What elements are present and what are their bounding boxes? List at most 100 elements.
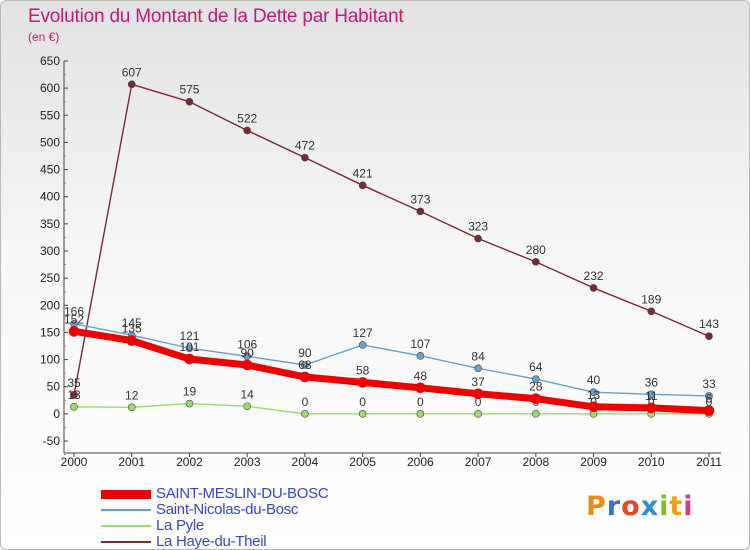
data-point — [532, 410, 540, 418]
legend-swatch — [101, 509, 151, 511]
data-label: 522 — [237, 111, 257, 125]
x-tick-label: 2006 — [407, 455, 434, 469]
data-point — [530, 393, 542, 404]
data-point — [472, 388, 484, 400]
y-tick-label: 300 — [40, 244, 60, 258]
data-label: 472 — [295, 139, 315, 153]
data-point — [299, 371, 311, 383]
legend-item: La Pyle — [101, 517, 361, 534]
x-tick-label: 2007 — [465, 455, 492, 469]
proxiti-logo: Proxiti — [586, 491, 694, 522]
data-point — [127, 80, 136, 89]
data-label: 575 — [179, 83, 199, 97]
x-tick-label: 2009 — [580, 455, 607, 469]
data-point — [68, 326, 80, 337]
data-point — [70, 391, 78, 399]
data-label: 145 — [122, 316, 142, 330]
data-point — [357, 377, 368, 388]
data-label: 68 — [298, 358, 312, 372]
data-point — [589, 388, 598, 396]
data-point — [127, 403, 136, 412]
data-label: 135 — [122, 322, 142, 336]
data-label: 35 — [67, 376, 81, 390]
data-label: 13 — [67, 388, 81, 402]
data-point — [588, 401, 599, 413]
data-label: 323 — [468, 220, 488, 234]
y-tick-label: 550 — [40, 108, 60, 122]
data-label: 280 — [526, 243, 546, 257]
data-point — [705, 332, 713, 341]
x-tick-label: 2010 — [638, 455, 665, 469]
data-label: 0 — [475, 395, 482, 409]
legend-label: La Haye-du-Theil — [156, 533, 267, 550]
data-point — [126, 335, 138, 346]
logo-letter: x — [640, 491, 660, 522]
data-label: 0 — [359, 395, 366, 409]
data-point — [241, 359, 253, 371]
data-point — [301, 410, 309, 418]
data-point — [70, 402, 78, 411]
x-tick-label: 2011 — [696, 455, 722, 469]
y-tick-label: -50 — [43, 434, 61, 448]
y-tick-label: 450 — [40, 163, 60, 177]
data-label: 19 — [183, 385, 197, 399]
data-label: 0 — [706, 395, 713, 409]
legend-label: La Pyle — [156, 517, 204, 534]
data-point — [243, 126, 251, 135]
data-point — [184, 353, 195, 365]
legend-label: Saint-Nicolas-du-Bosc — [156, 501, 299, 518]
legend-item: SAINT-MESLIN-DU-BOSC — [101, 485, 361, 502]
data-point — [647, 390, 656, 399]
data-label: 33 — [702, 377, 716, 391]
data-label: 64 — [529, 360, 543, 374]
data-point — [589, 284, 598, 292]
data-point — [415, 382, 426, 394]
y-tick-label: 650 — [40, 54, 60, 68]
legend-item: La Haye-du-Theil — [101, 533, 361, 550]
logo-letter: o — [621, 491, 641, 522]
data-point — [416, 351, 425, 360]
data-label: 11 — [645, 389, 658, 403]
legend-swatch — [101, 489, 151, 499]
x-tick-label: 2004 — [292, 455, 319, 469]
data-label: 6 — [706, 392, 713, 406]
y-tick-label: 200 — [40, 298, 60, 312]
series-line — [73, 402, 709, 415]
data-point — [705, 392, 713, 400]
x-tick-label: 2003 — [234, 455, 261, 469]
data-point — [243, 402, 251, 411]
data-point — [647, 307, 656, 316]
data-label: 121 — [179, 329, 199, 343]
data-point — [301, 153, 309, 162]
x-tick-label: 2000 — [61, 455, 88, 469]
data-label: 106 — [237, 337, 257, 351]
x-tick-label: 2005 — [349, 455, 376, 469]
y-tick-label: 100 — [40, 353, 60, 367]
data-label: 0 — [302, 395, 309, 409]
data-point — [185, 97, 194, 106]
legend-item: Saint-Nicolas-du-Bosc — [101, 501, 361, 518]
data-label: 101 — [179, 340, 199, 354]
unit-label: (en €) — [28, 30, 60, 44]
x-tick-label: 2002 — [176, 455, 203, 469]
data-point — [416, 410, 425, 418]
legend-swatch — [101, 525, 151, 527]
data-point — [645, 402, 657, 414]
x-tick-label: 2008 — [522, 455, 549, 469]
data-point — [532, 375, 540, 383]
series-line — [73, 83, 710, 395]
series-la-pyle: 1312191400000000 — [67, 385, 713, 418]
y-tick-label: 250 — [40, 271, 60, 285]
data-point — [474, 410, 482, 418]
y-tick-label: 350 — [40, 217, 60, 231]
data-point — [474, 234, 482, 243]
data-point — [185, 399, 194, 408]
chart-legend: SAINT-MESLIN-DU-BOSC Saint-Nicolas-du-Bos… — [101, 485, 361, 550]
data-label: 37 — [471, 375, 485, 389]
x-tick-label: 2001 — [118, 455, 145, 469]
y-tick-label: 500 — [40, 135, 60, 149]
series-line — [73, 327, 710, 415]
